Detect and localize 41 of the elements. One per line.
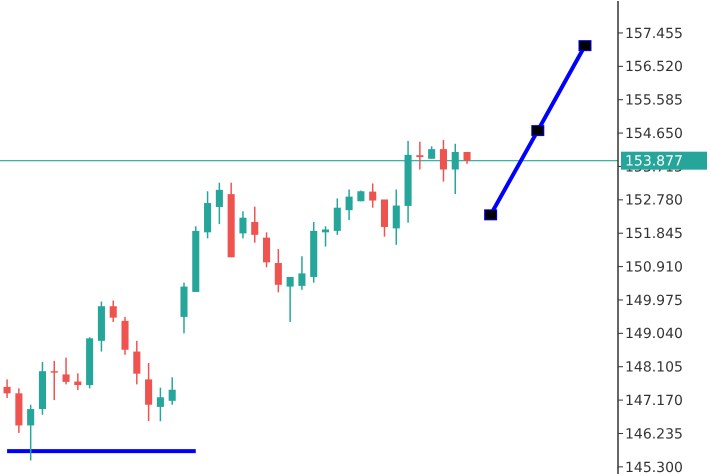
y-tick-label: 154.650 (625, 126, 683, 142)
candlestick (346, 188, 353, 221)
candlestick (251, 206, 258, 244)
y-tick-label: 157.455 (625, 26, 683, 42)
candlestick (4, 378, 11, 399)
candlestick (334, 198, 341, 236)
candlestick (274, 248, 282, 294)
candlestick (168, 376, 176, 406)
candlestick (416, 140, 424, 170)
y-tick-label: 149.040 (625, 326, 683, 342)
point (484, 209, 498, 220)
candlestick (286, 276, 294, 323)
y-tick-label: 156.520 (625, 59, 683, 76)
y-tick-label: 152.780 (625, 192, 683, 209)
y-tick-label: 151.845 (625, 226, 683, 242)
candlestick (440, 139, 447, 182)
ref-line-label: 153.877 (625, 154, 683, 170)
candlestick (27, 404, 34, 462)
candlestick (357, 190, 364, 202)
y-tick-label: 155.585 (625, 92, 683, 109)
candlestick (298, 255, 306, 291)
y-tick-label: 146.235 (625, 426, 683, 442)
candlestick (369, 182, 376, 208)
candlestick (62, 356, 70, 386)
point (531, 125, 544, 136)
y-tick-label: 149.975 (625, 292, 683, 309)
y-tick-label: 150.910 (625, 259, 683, 276)
y-tick-label: 148.105 (625, 360, 683, 376)
point (578, 40, 592, 52)
y-tick-label: 145.300 (625, 460, 683, 475)
candlestick (322, 226, 330, 248)
candlestick (216, 182, 223, 225)
candlestick (133, 340, 140, 386)
candlestick (156, 386, 164, 422)
candlestick (239, 210, 246, 240)
candlestick (110, 300, 117, 323)
candlestick (74, 372, 82, 391)
candlestick (392, 188, 400, 246)
candlestick (464, 151, 471, 165)
y-tick-label: 147.170 (625, 393, 683, 410)
candlestick (50, 360, 58, 401)
